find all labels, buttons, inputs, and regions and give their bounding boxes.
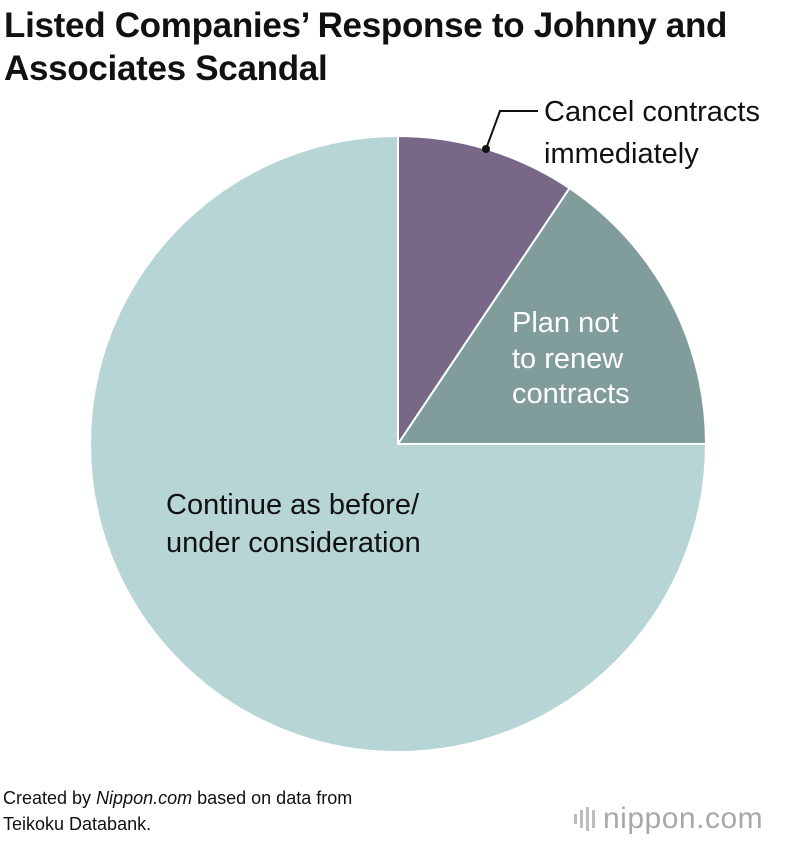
pie-slices	[89, 135, 707, 753]
slice-plan	[397, 187, 707, 445]
chart-title: Listed Companies’ Response to Johnny and…	[4, 6, 728, 88]
logo-bars-icon	[574, 807, 595, 831]
slice-label-plan-line2: to renew	[512, 343, 624, 375]
slice-label-cancel-line1: Cancel contracts	[544, 96, 760, 128]
source-line-2: Teikoku Databank.	[3, 814, 152, 834]
source-note: Created by Nippon.com based on data from…	[3, 785, 352, 837]
slice-continue	[89, 135, 707, 753]
cancel-leader-dot	[482, 145, 490, 153]
slice-label-continue-line2: under consideration	[166, 527, 421, 559]
slice-label-plan-line3: contracts	[512, 378, 630, 410]
nippon-logo: nippon.com	[574, 802, 764, 835]
slice-label-continue-line1: Continue as before/	[166, 489, 420, 521]
logo-text: nippon.com	[603, 802, 764, 835]
slice-label-cancel-line2: immediately	[544, 138, 699, 170]
cancel-leader-line	[485, 110, 501, 150]
source-line-1: Created by Nippon.com based on data from	[3, 788, 353, 808]
slice-label-plan-line1: Plan not	[512, 307, 618, 339]
source-site: Nippon.com	[96, 788, 193, 808]
